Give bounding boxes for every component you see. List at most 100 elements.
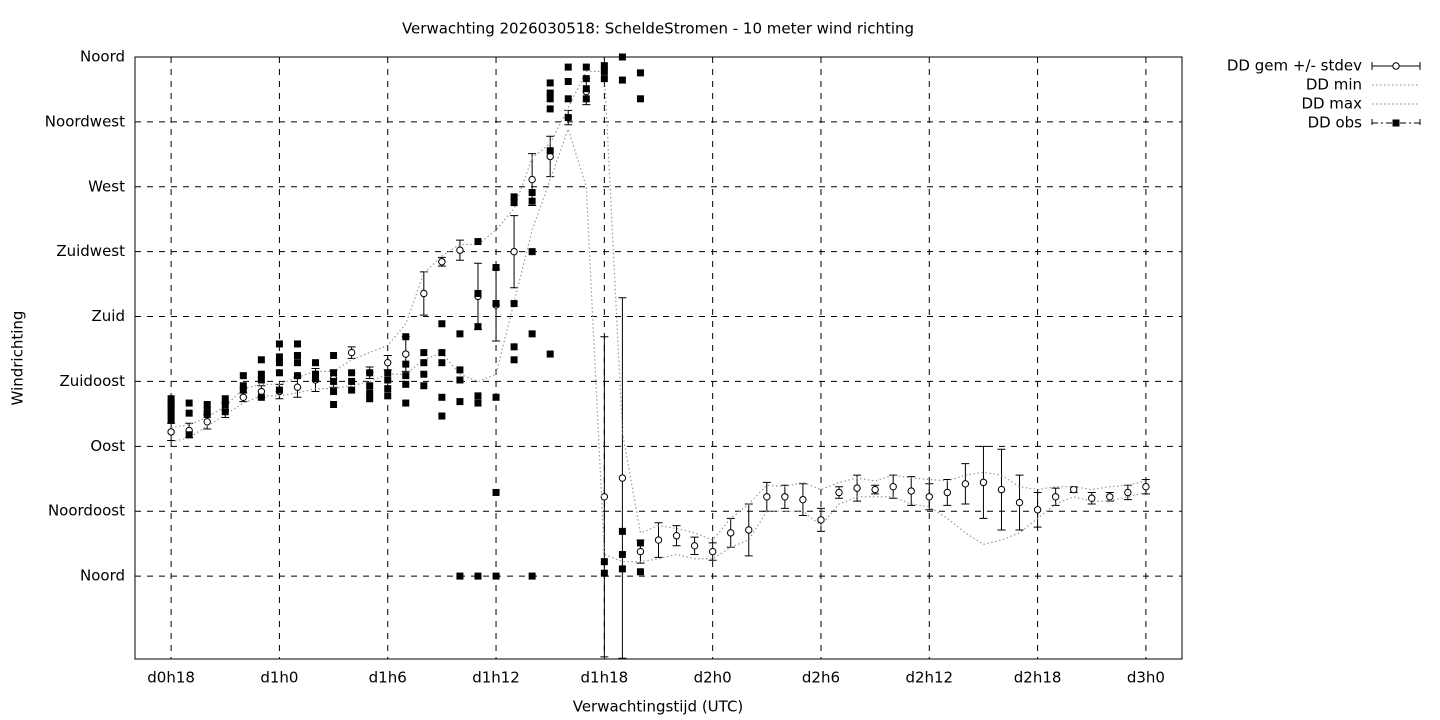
x-tick-label: d0h18: [147, 669, 195, 687]
obs-point: [257, 376, 265, 384]
legend-swatch: [1392, 62, 1400, 70]
mean-point: [745, 526, 753, 534]
obs-point: [402, 380, 410, 388]
obs-point: [564, 63, 572, 71]
obs-point: [167, 395, 175, 403]
mean-point: [1051, 493, 1060, 501]
obs-point: [221, 395, 229, 403]
obs-point: [600, 558, 608, 566]
x-tick-label: d2h0: [694, 669, 732, 687]
obs-point: [474, 572, 482, 580]
y-tick-label: Oost: [90, 437, 125, 455]
mean-point: [546, 152, 554, 161]
obs-point: [510, 356, 518, 364]
obs-point: [492, 488, 500, 496]
obs-point: [636, 69, 644, 77]
obs-point: [564, 78, 572, 86]
obs-point: [312, 370, 320, 378]
obs-point: [600, 75, 608, 83]
obs-point: [456, 572, 464, 580]
obs-point: [203, 401, 211, 409]
obs-point: [330, 377, 338, 385]
obs-point: [618, 550, 626, 558]
obs-point: [384, 369, 392, 377]
mean-point: [835, 488, 843, 497]
x-tick-label: d1h6: [369, 669, 407, 687]
obs-point: [474, 323, 482, 331]
mean-point: [889, 482, 897, 491]
obs-point: [438, 412, 446, 420]
obs-point: [510, 199, 518, 207]
obs-point: [384, 376, 392, 384]
obs-point: [185, 399, 193, 407]
obs-point: [384, 392, 392, 400]
obs-point: [600, 62, 608, 70]
mean-point: [510, 247, 518, 256]
obs-point: [257, 393, 265, 401]
mean-point: [167, 428, 175, 436]
mean-point: [925, 493, 933, 501]
obs-point: [167, 406, 175, 414]
obs-point: [546, 105, 554, 113]
y-axis-label: Windrichting: [9, 311, 27, 406]
obs-point: [564, 114, 572, 122]
obs-point: [348, 369, 356, 377]
y-tick-label: Noordwest: [45, 112, 125, 130]
mean-point: [907, 487, 915, 495]
mean-point: [997, 485, 1006, 494]
obs-point: [293, 340, 301, 348]
mean-point: [1106, 493, 1114, 501]
obs-point: [528, 572, 536, 580]
obs-point: [257, 356, 265, 364]
obs-point: [546, 79, 554, 87]
x-tick-label: d1h12: [472, 669, 520, 687]
obs-point: [528, 248, 536, 256]
obs-point: [330, 388, 338, 396]
obs-point: [438, 320, 446, 328]
mean-point: [293, 383, 302, 391]
obs-point: [239, 386, 247, 394]
mean-point: [347, 348, 356, 357]
obs-point: [221, 408, 229, 416]
obs-point: [293, 359, 301, 367]
x-tick-label: d1h0: [260, 669, 298, 687]
obs-point: [546, 147, 554, 155]
obs-point: [312, 359, 320, 367]
obs-point: [275, 386, 283, 394]
obs-point: [618, 565, 626, 573]
x-tick-label: d3h0: [1127, 669, 1165, 687]
mean-point: [654, 536, 663, 544]
mean-point: [1069, 485, 1078, 494]
mean-point: [1033, 506, 1042, 514]
mean-point: [1088, 494, 1096, 502]
obs-point: [582, 95, 590, 103]
obs-point: [546, 95, 554, 103]
obs-point: [492, 300, 500, 308]
obs-point: [510, 300, 518, 308]
mean-point: [853, 484, 861, 492]
mean-point: [690, 542, 699, 550]
legend-swatch: [1392, 119, 1400, 127]
obs-point: [582, 63, 590, 71]
plot-border: [134, 56, 1183, 660]
obs-point: [167, 416, 175, 424]
mean-point: [763, 493, 771, 501]
mean-point: [600, 493, 609, 501]
obs-point: [312, 375, 320, 383]
mean-point: [456, 246, 464, 254]
obs-point: [546, 350, 554, 358]
obs-point: [636, 95, 644, 103]
mean-point: [384, 358, 392, 367]
legend-label: DD min: [1306, 76, 1362, 94]
obs-point: [456, 398, 464, 406]
y-tick-label: Zuid: [92, 307, 125, 325]
obs-point: [348, 377, 356, 385]
obs-point: [366, 395, 374, 403]
obs-point: [600, 569, 608, 577]
mean-point: [817, 516, 825, 524]
legend-label: DD obs: [1308, 114, 1363, 132]
mean-point: [871, 485, 879, 494]
obs-point: [474, 399, 482, 407]
mean-point: [618, 474, 627, 482]
obs-point: [275, 359, 283, 367]
